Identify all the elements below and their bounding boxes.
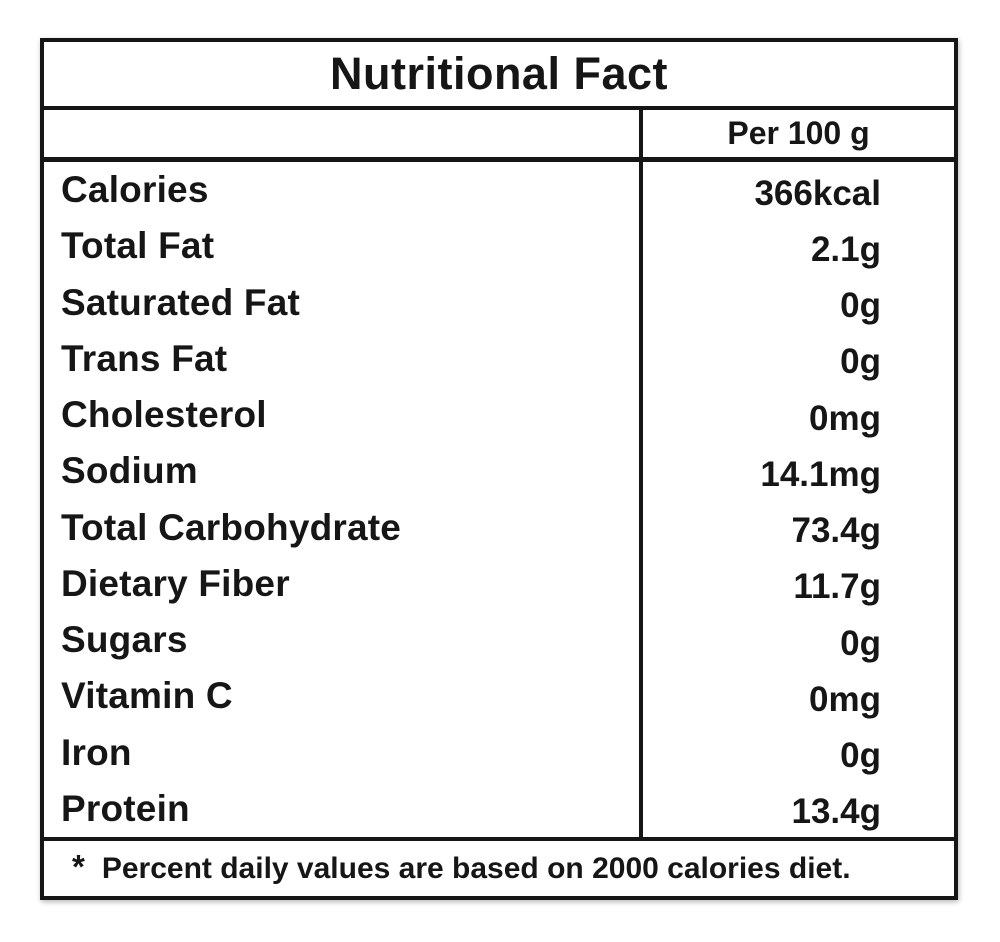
footnote: * Percent daily values are based on 2000… bbox=[44, 841, 954, 896]
table-title: Nutritional Fact bbox=[329, 48, 668, 99]
table-row-dietary-fiber: Dietary Fiber 11.7g bbox=[44, 555, 954, 612]
nutrient-label: Total Fat bbox=[44, 218, 643, 275]
table-row-vitamin-c: Vitamin C 0mg bbox=[44, 668, 954, 725]
per-100g-header: Per 100 g bbox=[727, 115, 870, 151]
nutrient-value: 0mg bbox=[809, 679, 881, 719]
header-empty-cell bbox=[44, 110, 643, 157]
nutrient-value: 11.7g bbox=[793, 567, 881, 607]
nutrient-value: 0mg bbox=[809, 398, 881, 438]
nutrient-label: Cholesterol bbox=[44, 387, 643, 444]
nutrient-label: Saturated Fat bbox=[44, 274, 643, 331]
nutrient-label: Iron bbox=[44, 724, 643, 781]
nutrient-value: 0g bbox=[840, 342, 881, 382]
nutrient-label: Protein bbox=[44, 780, 643, 837]
nutrient-label: Sugars bbox=[44, 612, 643, 669]
nutrient-label: Calories bbox=[44, 162, 643, 219]
nutrient-value: 0g bbox=[840, 623, 881, 663]
nutrient-label: Sodium bbox=[44, 443, 643, 500]
nutrient-value: 0g bbox=[840, 286, 881, 326]
table-row-total-carbohydrate: Total Carbohydrate 73.4g bbox=[44, 499, 954, 556]
table-row-saturated-fat: Saturated Fat 0g bbox=[44, 274, 954, 331]
nutrient-value: 73.4g bbox=[791, 511, 882, 551]
table-row-total-fat: Total Fat 2.1g bbox=[44, 218, 954, 275]
footnote-text: Percent daily values are based on 2000 c… bbox=[101, 851, 851, 885]
nutrient-value: 14.1mg bbox=[760, 454, 881, 494]
table-row-iron: Iron 0g bbox=[44, 724, 954, 781]
table-row-sugars: Sugars 0g bbox=[44, 612, 954, 669]
table-row-calories: Calories 366kcal bbox=[44, 162, 954, 219]
table-title-row: Nutritional Fact bbox=[44, 42, 954, 110]
nutrient-value: 13.4g bbox=[791, 792, 882, 832]
nutrient-label: Vitamin C bbox=[44, 668, 643, 725]
nutrient-value: 366kcal bbox=[754, 173, 881, 213]
table-row-sodium: Sodium 14.1mg bbox=[44, 443, 954, 500]
asterisk-marker: * bbox=[72, 847, 85, 885]
column-header-row: Per 100 g bbox=[44, 110, 954, 162]
table-row-trans-fat: Trans Fat 0g bbox=[44, 330, 954, 387]
nutrient-label: Trans Fat bbox=[44, 330, 643, 387]
nutrition-facts-table: Nutritional Fact Per 100 g Calories 366k… bbox=[40, 38, 958, 900]
table-row-protein: Protein 13.4g bbox=[44, 780, 954, 837]
nutrient-label: Dietary Fiber bbox=[44, 555, 643, 612]
table-row-cholesterol: Cholesterol 0mg bbox=[44, 387, 954, 444]
nutrient-rows: Calories 366kcal Total Fat 2.1g Saturate… bbox=[44, 162, 954, 841]
nutrient-value: 0g bbox=[840, 736, 881, 776]
nutrient-value: 2.1g bbox=[810, 229, 881, 269]
nutrient-label: Total Carbohydrate bbox=[44, 499, 643, 556]
